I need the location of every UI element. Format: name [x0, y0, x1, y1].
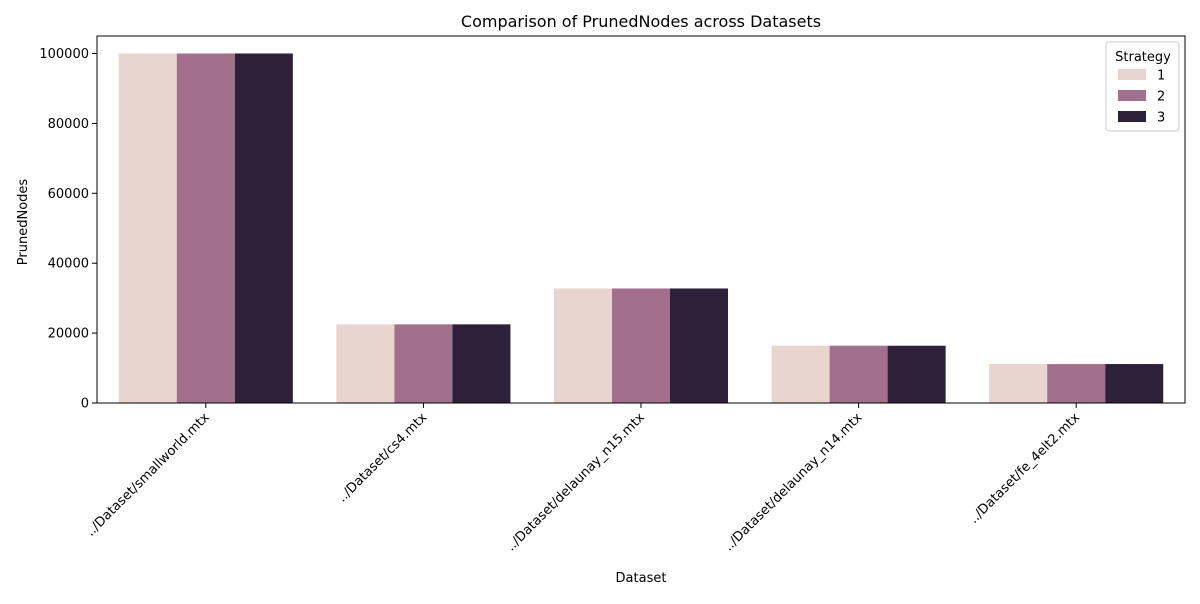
- bar-strategy-3-2: [452, 324, 511, 403]
- bar-strategy-3-3: [670, 288, 729, 403]
- bar-strategy-3-1: [234, 53, 293, 403]
- y-tick-label: 0: [81, 397, 89, 412]
- y-tick-label: 20000: [48, 327, 89, 342]
- plot-frame: [96, 35, 1186, 404]
- bar-strategy-2-2: [394, 324, 453, 403]
- bar-strategy-2-1: [176, 53, 235, 403]
- legend-title: Strategy: [1115, 50, 1171, 65]
- bar-strategy-1-4: [771, 345, 830, 403]
- bar-strategy-1-1: [118, 53, 177, 403]
- legend-label-3: 3: [1157, 111, 1165, 126]
- legend-swatch-2: [1118, 90, 1146, 101]
- y-axis-ticks: 0 20000 40000 60000 80000 100000: [39, 47, 97, 412]
- legend-label-2: 2: [1157, 90, 1165, 105]
- y-tick-label: 100000: [39, 47, 89, 62]
- bars-layer: [118, 53, 1164, 403]
- y-tick-label: 60000: [48, 187, 89, 202]
- bar-strategy-1-3: [553, 288, 612, 403]
- bar-strategy-2-4: [829, 345, 888, 403]
- bar-strategy-3-5: [1105, 364, 1164, 403]
- x-tick-label: ../Dataset/delaunay_n14.mtx: [721, 410, 865, 554]
- x-axis-label: Dataset: [616, 571, 667, 586]
- bar-strategy-2-5: [1047, 364, 1106, 403]
- y-axis-label: PrunedNodes: [16, 179, 31, 266]
- y-tick-label: 40000: [48, 257, 89, 272]
- legend-box: [1105, 41, 1180, 132]
- x-tick-label: ../Dataset/delaunay_n15.mtx: [504, 410, 648, 554]
- chart-title: Comparison of PrunedNodes across Dataset…: [461, 12, 821, 31]
- legend-items: 1 2 3: [1118, 69, 1165, 126]
- y-tick-label: 80000: [48, 117, 89, 132]
- bar-strategy-1-2: [336, 324, 395, 403]
- legend: Strategy 1 2 3: [1105, 41, 1180, 132]
- bar-strategy-2-3: [611, 288, 671, 403]
- legend-swatch-1: [1118, 69, 1146, 80]
- x-tick-label: ../Dataset/smallworld.mtx: [83, 410, 213, 540]
- x-tick-label: ../Dataset/fe_4elt2.mtx: [966, 410, 1083, 527]
- bar-strategy-3-4: [887, 345, 946, 403]
- bar-strategy-1-5: [989, 364, 1048, 403]
- legend-label-1: 1: [1157, 69, 1165, 84]
- x-tick-label: ../Dataset/cs4.mtx: [335, 410, 430, 505]
- legend-swatch-3: [1118, 111, 1146, 122]
- x-axis-ticks: ../Dataset/smallworld.mtx ../Dataset/cs4.…: [83, 403, 1083, 554]
